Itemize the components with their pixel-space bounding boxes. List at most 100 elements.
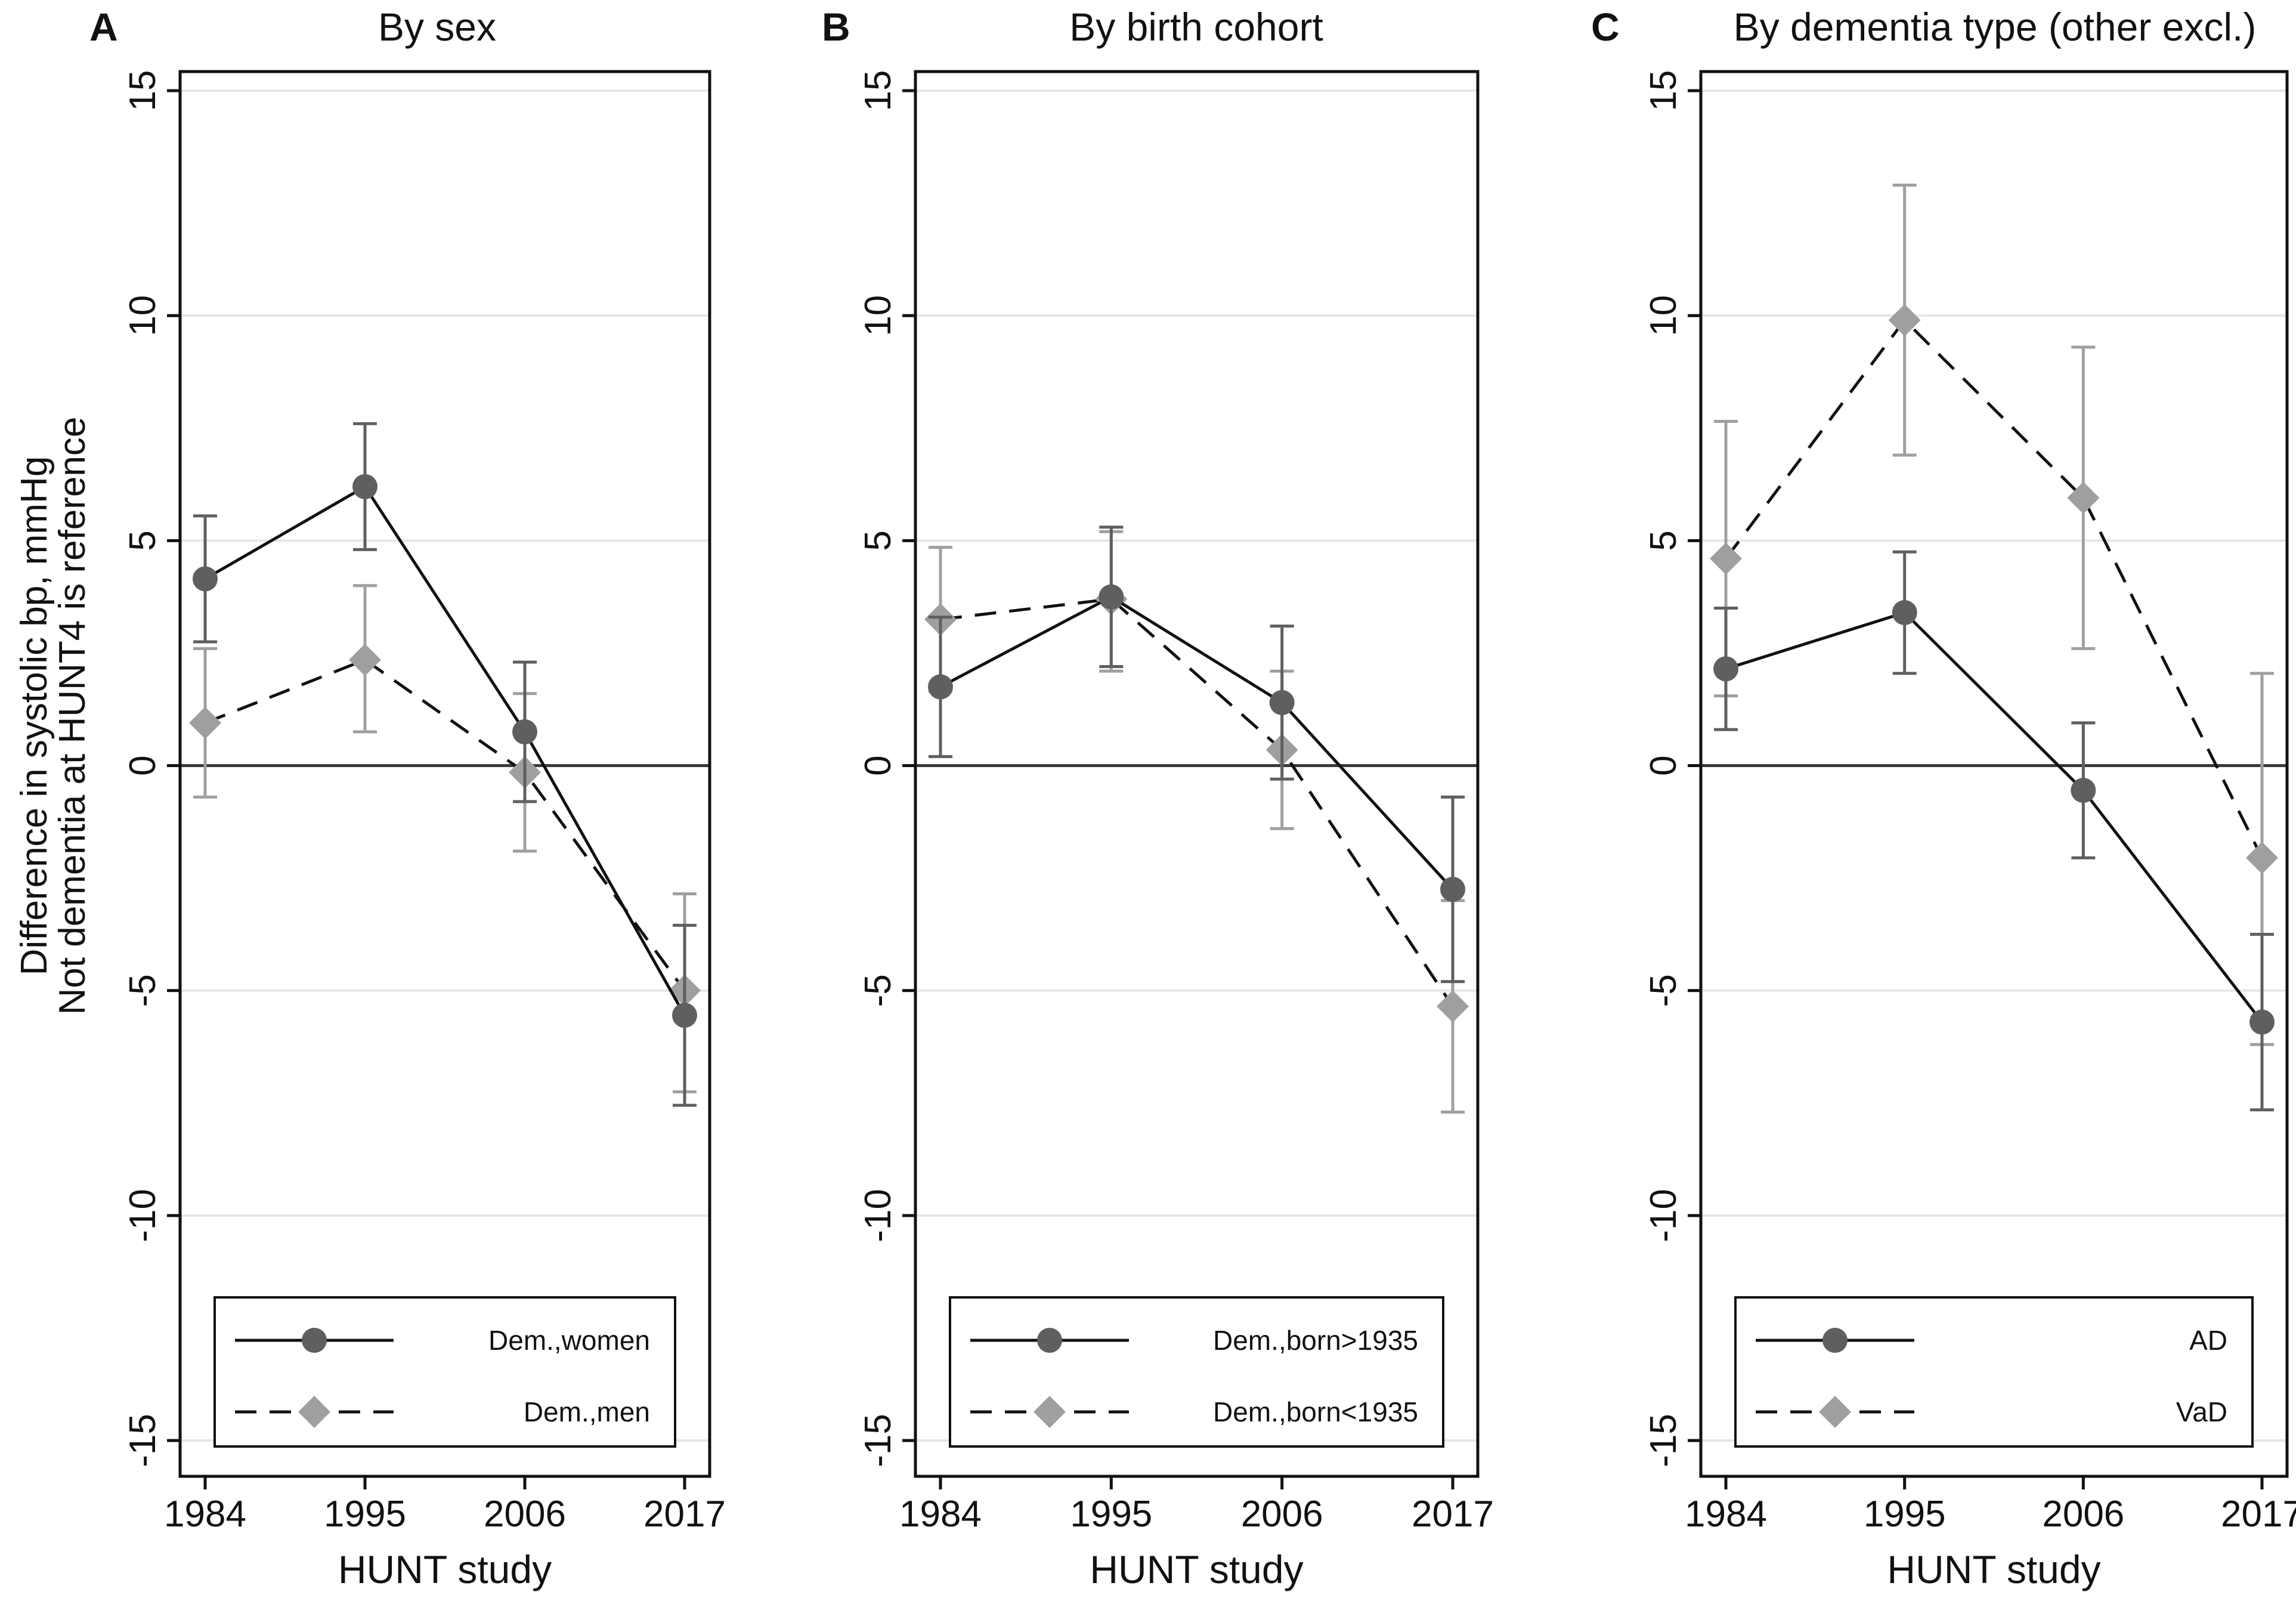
data-point — [1710, 542, 1742, 575]
y-tick-label: -10 — [122, 1189, 163, 1242]
y-tick-label: -5 — [1643, 974, 1684, 1007]
legend: AD VaD — [1734, 1296, 2254, 1448]
data-point — [672, 1003, 697, 1028]
series-line — [1725, 611, 2263, 1023]
legend-box — [949, 1296, 1444, 1448]
x-axis-title: HUNT study — [338, 1547, 552, 1591]
y-tick-label: 5 — [1643, 530, 1684, 551]
y-tick-label: -5 — [858, 974, 899, 1007]
series-line — [1724, 317, 2264, 859]
data-point — [2249, 1009, 2275, 1035]
data-point — [349, 644, 381, 676]
series-line — [204, 484, 686, 1016]
x-tick-label: 2017 — [2221, 1494, 2296, 1535]
legend-label: Dem.,born<1935 — [1213, 1396, 1418, 1427]
y-tick-label: 15 — [858, 70, 899, 112]
y-tick-label: -5 — [122, 974, 163, 1007]
plot-frame — [1699, 70, 2289, 1478]
legend-marker — [1822, 1328, 1848, 1353]
y-tick-label: 5 — [122, 530, 163, 551]
panel-letter: C — [1591, 5, 1620, 49]
data-point — [1437, 990, 1469, 1023]
series-line — [940, 597, 1455, 1007]
x-tick-label: 2006 — [484, 1494, 566, 1535]
data-point — [2246, 842, 2278, 874]
x-tick-label: 1984 — [899, 1494, 982, 1535]
x-tick-label: 1984 — [164, 1494, 246, 1535]
y-tick-label: -10 — [858, 1189, 899, 1242]
x-tick-label: 1995 — [1864, 1494, 1946, 1535]
legend-box — [213, 1296, 676, 1448]
legend-label: Dem.,born>1935 — [1213, 1325, 1418, 1356]
legend-label: Dem.,men — [524, 1396, 650, 1427]
legend-marker — [298, 1396, 330, 1428]
y-tick-label: 0 — [858, 755, 899, 775]
data-point — [928, 674, 953, 700]
legend-marker — [302, 1328, 327, 1353]
y-tick-label: -15 — [1643, 1414, 1684, 1467]
x-tick-label: 2017 — [643, 1494, 726, 1535]
data-point — [352, 474, 377, 499]
legend-box — [1734, 1296, 2254, 1448]
series-dem-women — [193, 422, 697, 1107]
data-point — [1440, 876, 1465, 902]
legend-marker — [1819, 1396, 1851, 1428]
series-line — [939, 595, 1454, 891]
y-tick-label: -15 — [122, 1414, 163, 1467]
legend-label: Dem.,women — [488, 1325, 650, 1356]
x-tick-label: 2017 — [1412, 1494, 1494, 1535]
legend-marker — [1033, 1396, 1066, 1428]
plot-frame — [178, 70, 711, 1478]
x-tick-label: 2006 — [2042, 1494, 2124, 1535]
y-axis-title-line-2: Not dementia at HUNT4 is reference — [52, 417, 93, 1015]
x-axis-title: HUNT study — [1887, 1547, 2100, 1591]
data-point — [2071, 777, 2096, 803]
y-tick-label: 10 — [858, 295, 899, 336]
data-point — [1888, 304, 1921, 336]
data-point — [193, 566, 218, 592]
series-line — [205, 658, 686, 992]
x-tick-label: 2006 — [1241, 1494, 1323, 1535]
series-dem-born-1935 — [928, 526, 1465, 984]
x-tick-label: 1995 — [324, 1494, 406, 1535]
data-point — [1713, 656, 1738, 682]
plot-frame — [914, 70, 1480, 1478]
y-tick-label: 0 — [1643, 755, 1684, 775]
panel-title: By dementia type (other excl.) — [1734, 5, 2257, 49]
legend-marker — [1037, 1328, 1062, 1353]
y-tick-label: -10 — [1643, 1189, 1684, 1242]
y-axis-title: Difference in systolic bp, mmHg Not deme… — [14, 417, 93, 1015]
x-tick-label: 1984 — [1685, 1494, 1767, 1535]
data-point — [1269, 690, 1295, 715]
y-tick-label: 0 — [122, 755, 163, 775]
y-axis-title-line-1: Difference in systolic bp, mmHg — [14, 456, 55, 976]
y-tick-label: 10 — [122, 295, 163, 336]
x-axis-title: HUNT study — [1090, 1547, 1303, 1591]
panel-title: By sex — [378, 5, 496, 49]
legend-label: VaD — [2176, 1396, 2227, 1427]
panel-title: By birth cohort — [1069, 5, 1323, 49]
panel-letter: A — [89, 5, 118, 49]
data-point — [1099, 584, 1124, 610]
series-dem-men — [189, 584, 701, 1093]
data-point — [1892, 600, 1917, 626]
y-tick-label: 10 — [1643, 295, 1684, 336]
series-vad — [1710, 183, 2278, 1046]
y-tick-label: 15 — [122, 70, 163, 112]
legend: Dem.,born>1935 Dem.,born<1935 — [949, 1296, 1444, 1448]
legend: Dem.,women Dem.,men — [213, 1296, 676, 1448]
x-tick-label: 1995 — [1070, 1494, 1152, 1535]
y-tick-label: -15 — [858, 1414, 899, 1467]
data-point — [189, 706, 221, 739]
y-tick-label: 15 — [1643, 70, 1684, 112]
data-point — [512, 719, 537, 744]
series-ad — [1713, 550, 2275, 1112]
legend-label: AD — [2189, 1325, 2227, 1356]
panel-letter: B — [822, 5, 850, 49]
data-point — [2067, 481, 2100, 514]
